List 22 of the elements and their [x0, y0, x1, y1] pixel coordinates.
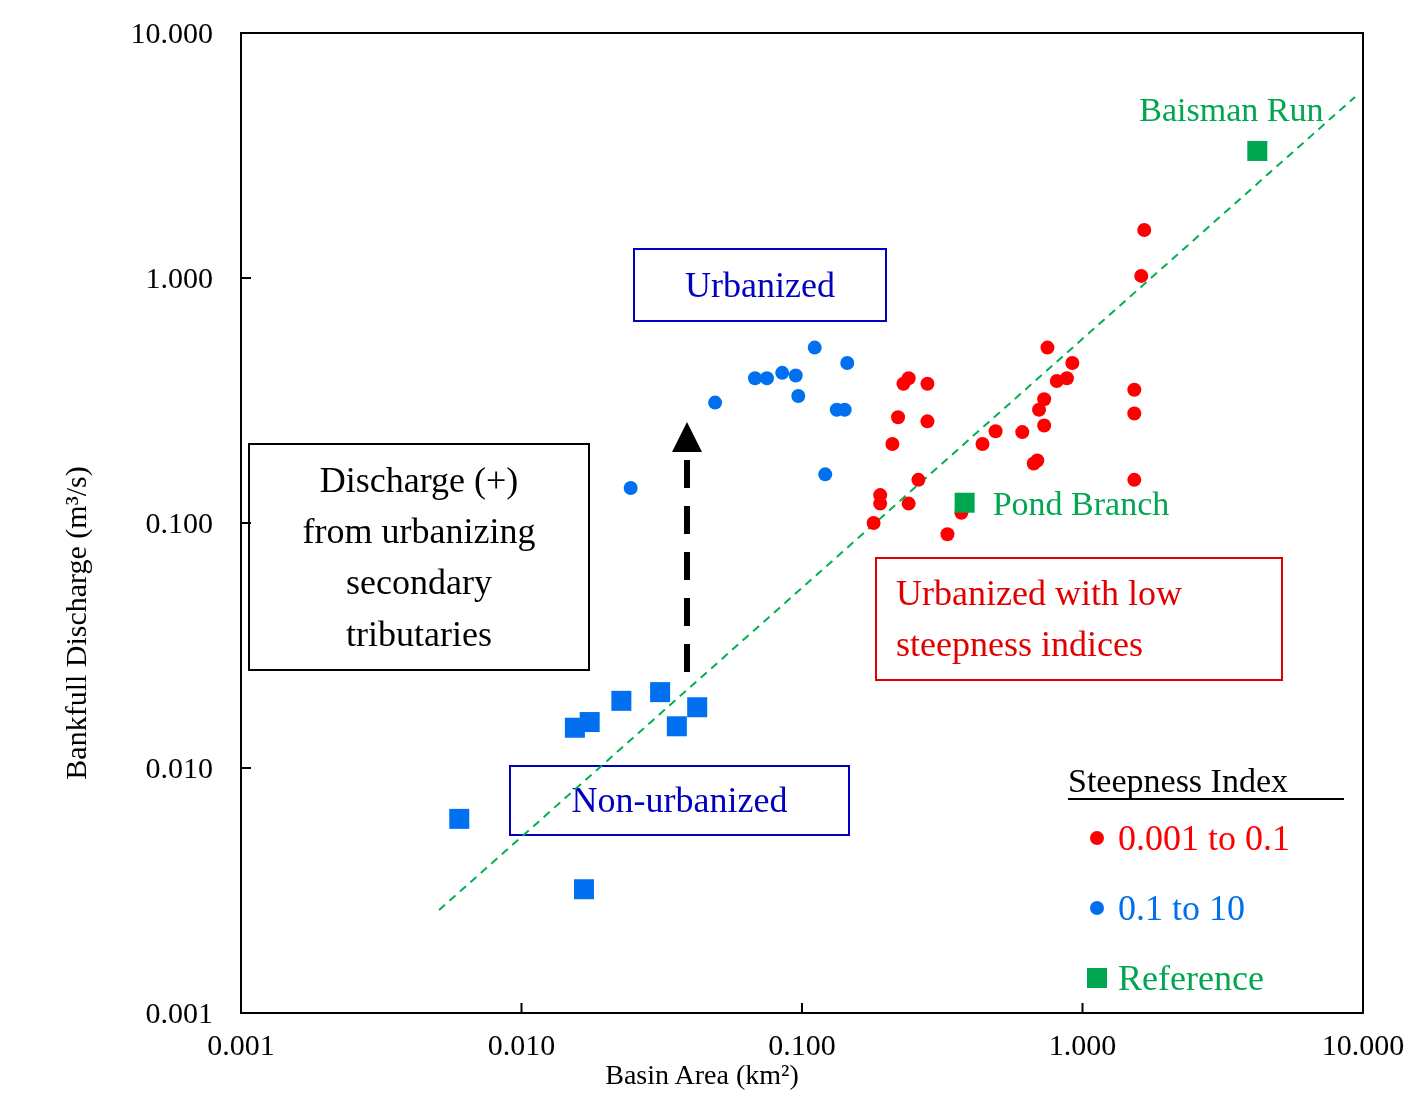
annotation: Urbanized: [685, 264, 835, 305]
legend-label: Reference: [1118, 958, 1264, 998]
legend-label: 0.001 to 0.1: [1118, 818, 1291, 858]
legend-title: Steepness Index: [1068, 762, 1289, 799]
x-tick-label: 0.010: [487, 1028, 556, 1061]
annotation: Urbanized with low steepness indices: [896, 573, 1182, 665]
annotation: Non-urbanized: [571, 780, 788, 821]
annotation: Discharge (+) from urbanizing secondary tributaries: [302, 460, 536, 654]
annotation: Pond Branch: [992, 484, 1170, 522]
y-axis-title: Bankfull Discharge (m³/s): [59, 466, 93, 780]
y-tick-label: 0.010: [145, 751, 213, 784]
y-tick-label: 1.000: [145, 261, 213, 294]
x-axis-title: Basin Area (km²): [605, 1059, 799, 1090]
y-tick-label: 10.000: [130, 16, 213, 49]
annotation: Baisman Run: [1139, 90, 1324, 128]
y-tick-label: 0.100: [145, 506, 213, 539]
x-tick-label: 1.000: [1048, 1028, 1117, 1061]
x-tick-label: 0.100: [768, 1028, 836, 1061]
y-tick-label: 0.001: [145, 996, 213, 1029]
x-tick-label: 0.001: [207, 1028, 275, 1061]
legend-label: 0.1 to 10: [1118, 888, 1246, 928]
x-tick-label: 10.000: [1321, 1028, 1405, 1061]
